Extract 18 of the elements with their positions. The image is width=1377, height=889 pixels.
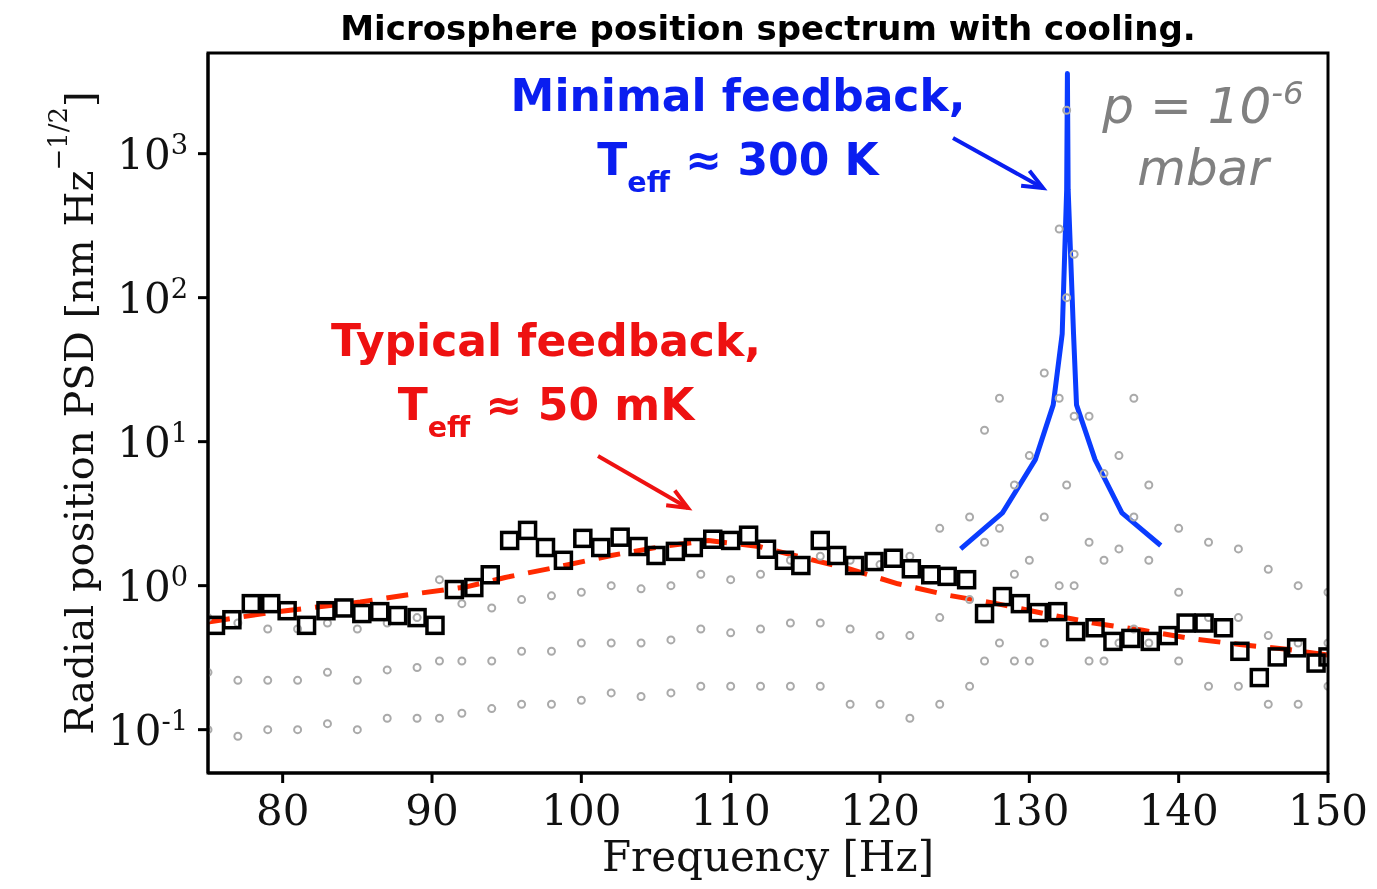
- y-tick-label: 10$^{2}$: [117, 272, 188, 323]
- annotation: p = 10$^{-6}$ mbar: [1101, 74, 1304, 197]
- annotation: Minimal feedback, T$_{eff}$ ≈ 300 K: [510, 70, 966, 199]
- x-tick-label: 150: [1287, 786, 1369, 835]
- x-tick-label: 140: [1138, 786, 1219, 835]
- y-tick-label: 10$^{1}$: [117, 416, 188, 467]
- annotation: Typical feedback, T$_{eff}$ ≈ 50 mK: [331, 315, 761, 444]
- y-tick-label: 10$^{0}$: [117, 560, 188, 611]
- x-tick-label: 80: [255, 786, 310, 835]
- chart-title: Microsphere position spectrum with cooling.: [340, 8, 1196, 48]
- y-tick-label: 10$^{3}$: [117, 128, 188, 179]
- x-tick-label: 130: [989, 786, 1070, 835]
- x-tick-label: 90: [405, 786, 459, 835]
- x-tick-label: 120: [839, 786, 921, 835]
- x-axis-title: Frequency [Hz]: [601, 832, 935, 881]
- y-tick-label: 10$^{-1}$: [107, 704, 188, 755]
- x-tick-label: 100: [541, 786, 622, 835]
- x-tick-label: 110: [690, 786, 771, 835]
